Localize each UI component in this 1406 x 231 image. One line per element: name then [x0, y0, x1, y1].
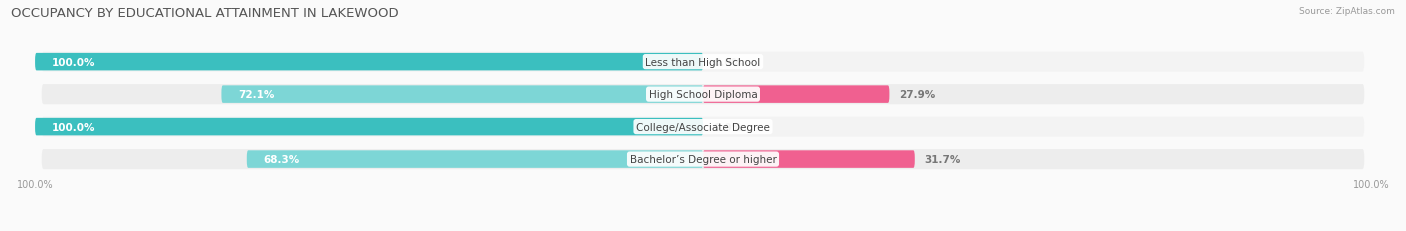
Text: 0.0%: 0.0% [713, 122, 742, 132]
Text: Source: ZipAtlas.com: Source: ZipAtlas.com [1299, 7, 1395, 16]
FancyBboxPatch shape [42, 52, 1364, 72]
Text: 72.1%: 72.1% [238, 90, 274, 100]
FancyBboxPatch shape [42, 85, 1364, 105]
FancyBboxPatch shape [42, 52, 1364, 72]
Text: Less than High School: Less than High School [645, 57, 761, 67]
Text: 100.0%: 100.0% [52, 57, 96, 67]
FancyBboxPatch shape [703, 86, 890, 103]
FancyBboxPatch shape [703, 151, 915, 168]
Text: OCCUPANCY BY EDUCATIONAL ATTAINMENT IN LAKEWOOD: OCCUPANCY BY EDUCATIONAL ATTAINMENT IN L… [11, 7, 399, 20]
Text: 27.9%: 27.9% [900, 90, 935, 100]
FancyBboxPatch shape [35, 118, 703, 136]
FancyBboxPatch shape [42, 117, 1364, 137]
Text: High School Diploma: High School Diploma [648, 90, 758, 100]
Text: 0.0%: 0.0% [713, 57, 742, 67]
FancyBboxPatch shape [42, 117, 1364, 137]
FancyBboxPatch shape [247, 151, 703, 168]
FancyBboxPatch shape [42, 149, 1364, 169]
Text: 100.0%: 100.0% [52, 122, 96, 132]
FancyBboxPatch shape [42, 149, 1364, 169]
Text: Bachelor’s Degree or higher: Bachelor’s Degree or higher [630, 154, 776, 164]
Text: 68.3%: 68.3% [263, 154, 299, 164]
Text: College/Associate Degree: College/Associate Degree [636, 122, 770, 132]
FancyBboxPatch shape [221, 86, 703, 103]
FancyBboxPatch shape [42, 85, 1364, 105]
FancyBboxPatch shape [35, 54, 703, 71]
Text: 31.7%: 31.7% [925, 154, 962, 164]
